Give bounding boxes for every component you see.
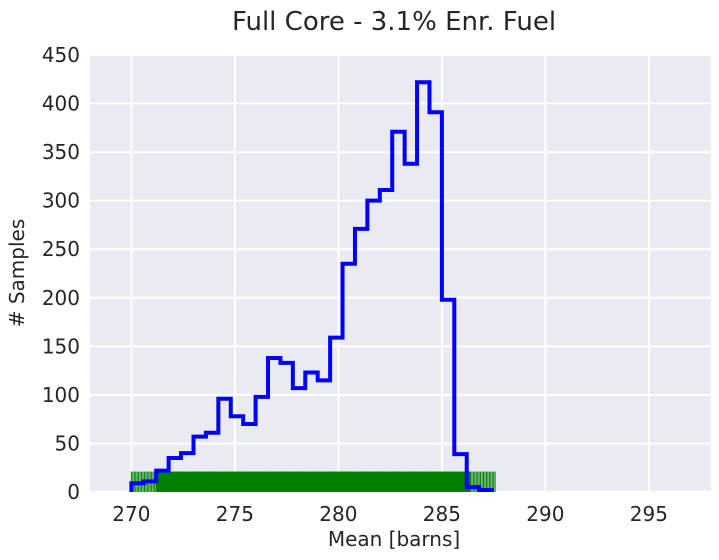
- y-tick-label: 0: [67, 480, 80, 504]
- grid-lines: [90, 54, 711, 493]
- y-tick-label: 200: [42, 286, 80, 310]
- y-axis-label: # Samples: [5, 219, 29, 328]
- x-tick-labels: 270 275 280 285 290 295: [112, 502, 668, 526]
- x-tick-label: 280: [319, 502, 357, 526]
- y-tick-labels: 0 50 100 150 200 250 300 350 400 450: [42, 43, 80, 504]
- y-tick-label: 300: [42, 189, 80, 213]
- y-tick-label: 400: [42, 92, 80, 116]
- x-axis-label: Mean [barns]: [328, 527, 460, 551]
- y-tick-label: 50: [55, 431, 80, 455]
- x-tick-label: 295: [630, 502, 668, 526]
- chart-title: Full Core - 3.1% Enr. Fuel: [232, 7, 556, 37]
- y-tick-label: 450: [42, 43, 80, 67]
- y-tick-label: 250: [42, 237, 80, 261]
- plot-background: [90, 55, 711, 492]
- y-tick-label: 100: [42, 383, 80, 407]
- rug-dense-band: [156, 471, 471, 492]
- x-tick-label: 270: [112, 502, 150, 526]
- y-tick-label: 150: [42, 334, 80, 358]
- x-tick-label: 285: [423, 502, 461, 526]
- y-tick-label: 350: [42, 140, 80, 164]
- histogram-step-line: [129, 80, 494, 493]
- x-tick-label: 275: [216, 502, 254, 526]
- x-tick-label: 290: [526, 502, 564, 526]
- rug-marks: [130, 471, 496, 492]
